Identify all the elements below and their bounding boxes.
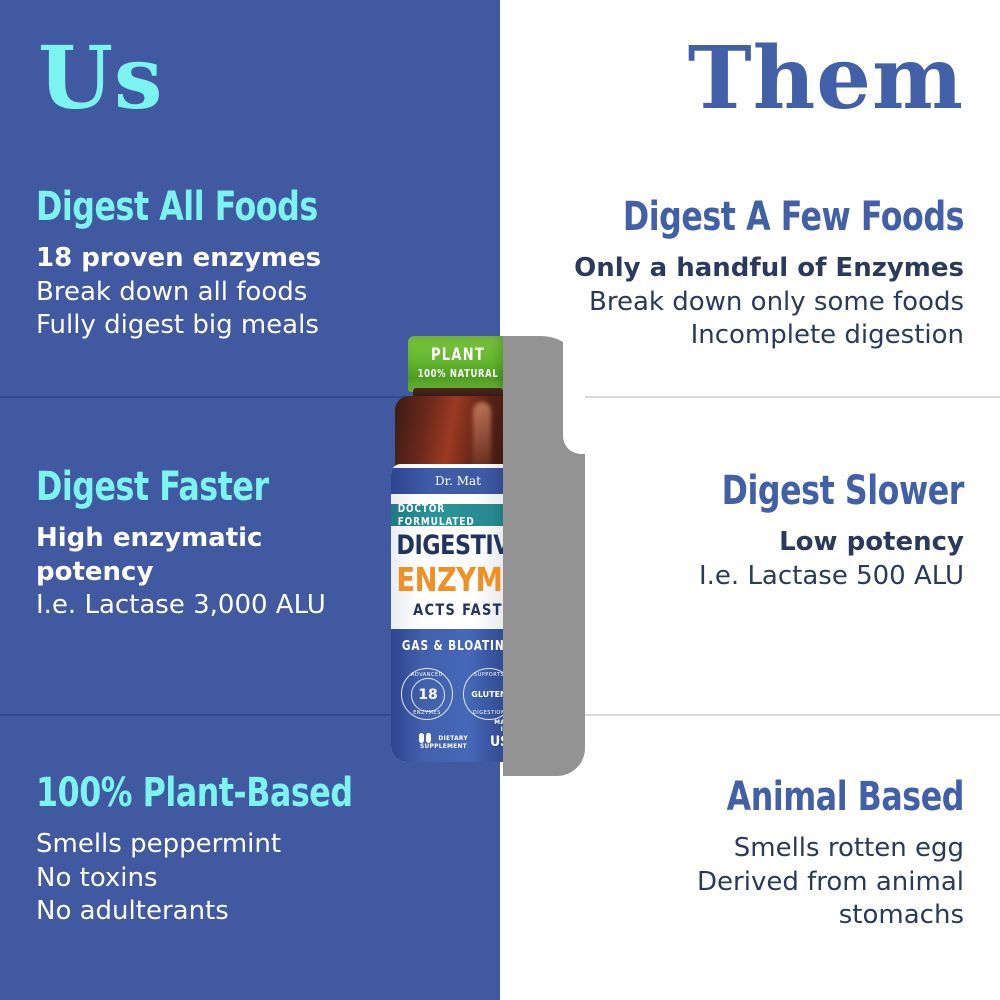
label-product-name-line-1: DIGESTIVE [396,530,525,561]
seal-advanced-enzymes-icon: ADVANCED 18 ENZYMES [401,668,453,720]
footer-supplement-line-2: SUPPLEMENT [420,741,467,750]
row-divider-right-2 [500,714,1000,716]
row-line: I.e. Lactase 3,000 ALU [36,589,326,620]
row-title-us-3: 100% Plant-Based [36,770,353,816]
footer-country-text: USA [490,734,503,750]
row-lines-them-2: Low potency I.e. Lactase 500 ALU [534,526,964,593]
dietary-supplement-badge: DIETARY SUPPLEMENT [397,732,490,750]
comparison-block-them-2: Digest Slower Low potency I.e. Lactase 5… [534,470,964,593]
capsule-icon [419,732,433,743]
bottle-cap: PLANT 100% NATURAL [408,336,503,392]
row-line: Incomplete digestion [690,319,964,350]
label-product-name-line-2: ENZYMES [396,560,503,599]
label-acts-fast-text: ACTS FAST [413,600,503,619]
product-bottle-gray-silhouette [503,336,585,776]
row-line: Break down all foods [36,276,308,307]
label-brand-band: Dr. Mat [391,468,503,494]
row-line: 18 proven enzymes [36,243,322,274]
row-lines-them-3: Smells rotten egg Derived from animal st… [534,832,964,932]
row-line: Derived from animal [697,866,964,897]
label-seal-group: ADVANCED 18 ENZYMES SUPPORTS GLUTEN DIGE… [391,668,507,720]
row-title-them-2: Digest Slower [721,468,965,514]
row-line: High enzymatic [36,523,263,554]
comparison-block-us-2: Digest Faster High enzymatic potency I.e… [36,466,466,622]
label-brand-text: Dr. Mat [435,474,481,488]
seal-1-value: 18 [411,678,445,712]
comparison-block-us-3: 100% Plant-Based Smells peppermint No to… [36,772,466,928]
bottle-label: Dr. Mat DOCTOR FORMULATED DIGESTIVE ENZY… [391,464,525,762]
footer-made-in-text: MADE IN [494,718,503,733]
seal-2-bottom-text: DIGESTION [472,710,506,716]
product-bottle-photo: PLANT 100% NATURAL Dr. Mat DOCTOR FORMUL… [377,336,525,776]
comparison-block-them-1: Digest A Few Foods Only a handful of Enz… [534,196,964,352]
row-line: I.e. Lactase 500 ALU [698,560,964,591]
seal-1-bottom-text: ENZYMES [413,710,441,716]
row-lines-us-2: High enzymatic potency I.e. Lactase 3,00… [36,522,466,622]
row-divider-left-1 [0,396,500,398]
bottle-cap-line-2: 100% NATURAL [417,367,499,380]
row-title-them-1: Digest A Few Foods [622,194,965,240]
row-lines-us-3: Smells peppermint No toxins No adulteran… [36,828,466,928]
label-benefit-text: GAS & BLOATING [401,639,515,654]
comparison-block-them-3: Animal Based Smells rotten egg Derived f… [534,776,964,932]
comparison-block-us-1: Digest All Foods 18 proven enzymes Break… [36,186,466,342]
footer-supplement-line-1: DIETARY [438,733,468,742]
label-doctor-band: DOCTOR FORMULATED [391,502,503,528]
row-divider-left-2 [0,714,500,716]
row-line: Smells rotten egg [733,833,964,864]
bottle-cap-line-1: PLANT [430,345,486,365]
row-line: Break down only some foods [589,286,964,317]
row-divider-right-1 [500,396,1000,398]
seal-2-value: GLUTEN [471,690,507,699]
label-footer-row: DIETARY SUPPLEMENT MADE IN USA [391,718,503,750]
row-line: potency [36,556,154,587]
seal-gluten-digestion-icon: SUPPORTS GLUTEN DIGESTION [463,668,507,720]
row-line: Fully digest big meals [36,309,319,340]
row-line: Smells peppermint [36,829,282,860]
made-in-usa-badge: MADE IN USA [490,718,503,750]
row-title-them-3: Animal Based [726,774,965,820]
column-header-us: Us [38,28,164,129]
product-bottle-image: PLANT 100% NATURAL Dr. Mat DOCTOR FORMUL… [377,336,585,776]
row-lines-them-1: Only a handful of Enzymes Break down onl… [534,252,964,352]
row-line: No adulterants [36,895,229,926]
label-doctor-text: DOCTOR FORMULATED [397,502,475,528]
seal-1-top-text: ADVANCED [411,672,443,678]
bottle-glass-highlight [473,402,491,472]
seal-2-top-text: SUPPORTS [473,672,505,678]
row-title-us-1: Digest All Foods [36,184,318,230]
row-line: Only a handful of Enzymes [574,253,964,284]
row-lines-us-1: 18 proven enzymes Break down all foods F… [36,242,466,342]
row-title-us-2: Digest Faster [36,464,269,510]
row-line: Low potency [779,527,964,558]
row-line: stomachs [838,899,964,930]
column-header-them: Them [687,28,964,129]
row-line: No toxins [36,862,158,893]
